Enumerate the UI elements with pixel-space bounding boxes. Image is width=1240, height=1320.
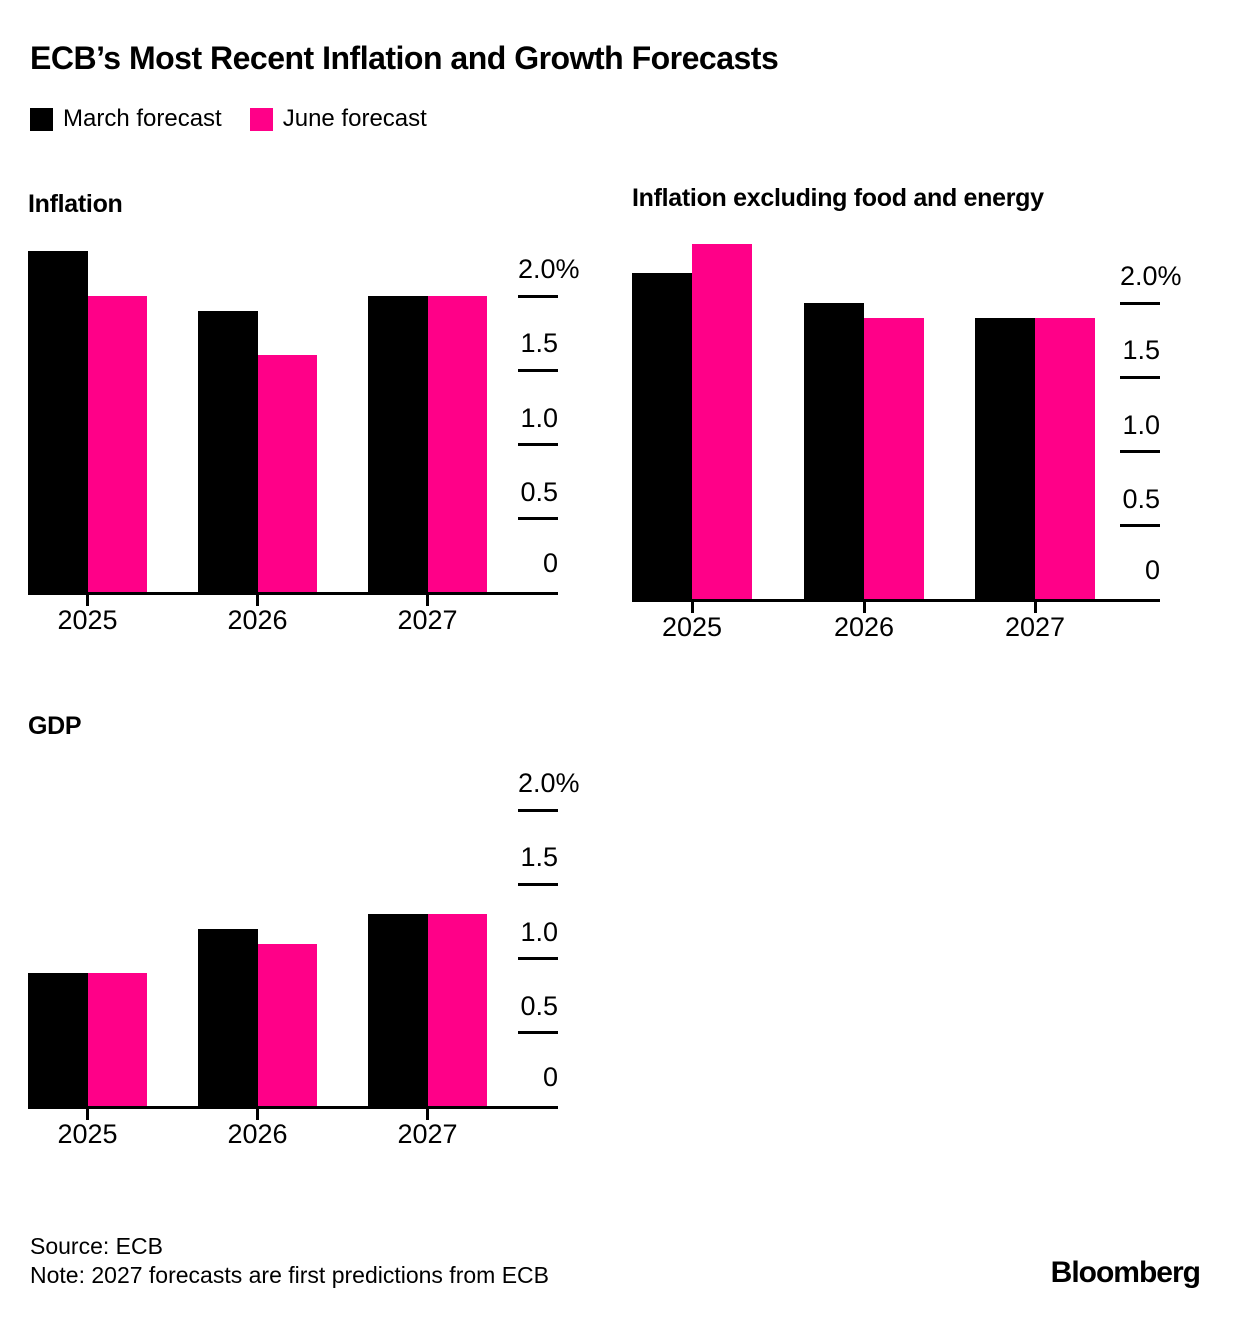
bar-gdp-2026-march — [198, 928, 258, 1107]
y-axis-label-0.5-inflation: 0.5 — [520, 476, 558, 507]
x-axis-core-inflation — [632, 598, 1160, 602]
note-text: Note: 2027 forecasts are first predictio… — [30, 1262, 549, 1288]
x-axis-label-2026-gdp: 2026 — [227, 1119, 288, 1149]
x-axis-tick-2027-core-inflation — [1033, 601, 1037, 613]
y-axis-label-1-core-inflation: 1.0 — [1122, 409, 1160, 440]
source-text: Source: ECB — [30, 1233, 163, 1259]
y-axis-label-0.5-gdp: 0.5 — [520, 990, 558, 1021]
x-axis-gdp — [28, 1105, 558, 1109]
bar-inflation-2027-june — [427, 296, 487, 593]
y-axis-tick-1.5-gdp — [518, 882, 558, 886]
footer: Source: ECB Note: 2027 forecasts are fir… — [30, 1232, 549, 1290]
y-axis-tick-1-gdp — [518, 957, 558, 960]
bar-inflation-2026-june — [257, 355, 317, 593]
bar-core-inflation-2025-march — [632, 273, 692, 600]
legend-item-june: June forecast — [249, 105, 427, 133]
y-axis-tick-0.5-inflation — [518, 517, 558, 521]
x-axis-label-2025-core-inflation: 2025 — [661, 612, 723, 642]
x-axis-tick-2026-core-inflation — [862, 601, 866, 613]
y-axis-label-0-core-inflation: 0 — [1144, 555, 1160, 585]
x-axis-label-2027-core-inflation: 2027 — [1004, 612, 1066, 642]
x-axis-label-2025-gdp: 2025 — [57, 1119, 118, 1149]
page-title: ECB’s Most Recent Inflation and Growth F… — [30, 40, 779, 76]
bar-core-inflation-2025-june — [692, 243, 752, 600]
x-axis-label-2026-inflation: 2026 — [227, 605, 288, 635]
y-axis-label-0-inflation: 0 — [542, 548, 558, 578]
x-axis-tick-2027-inflation — [426, 594, 429, 606]
y-axis-tick-2-gdp — [518, 808, 558, 812]
y-axis-tick-1-core-inflation — [1120, 450, 1160, 453]
legend-label-june: June forecast — [282, 105, 427, 132]
y-axis-label-2-gdp: 2.0% — [518, 768, 580, 798]
bar-inflation-2026-march — [198, 310, 258, 593]
y-axis-tick-1-inflation — [518, 443, 558, 446]
y-axis-tick-0.5-gdp — [518, 1031, 558, 1035]
y-axis-tick-2-inflation — [518, 294, 558, 298]
x-axis-label-2027-gdp: 2027 — [397, 1119, 458, 1149]
y-axis-label-1-inflation: 1.0 — [520, 402, 558, 433]
x-axis-tick-2025-gdp — [86, 1108, 89, 1120]
x-axis-tick-2025-core-inflation — [690, 601, 694, 613]
bar-core-inflation-2026-march — [804, 303, 864, 600]
bar-inflation-2027-march — [368, 296, 428, 593]
bar-gdp-2027-march — [368, 913, 428, 1107]
legend-item-march: March forecast — [30, 105, 222, 133]
y-axis-tick-2-core-inflation — [1120, 301, 1160, 305]
y-axis-label-1.5-gdp: 1.5 — [520, 842, 558, 873]
june-forecast-swatch-icon — [249, 107, 273, 131]
y-axis-tick-0.5-core-inflation — [1120, 524, 1160, 528]
y-axis-tick-1.5-core-inflation — [1120, 375, 1160, 379]
bar-core-inflation-2027-june — [1035, 317, 1095, 600]
bar-gdp-2027-june — [427, 913, 487, 1107]
chart-title-core-inflation: Inflation excluding food and energy — [632, 184, 1044, 212]
x-axis-tick-2027-gdp — [426, 1108, 429, 1120]
x-axis-label-2027-inflation: 2027 — [397, 605, 458, 635]
bar-inflation-2025-june — [87, 296, 147, 593]
legend: March forecast June forecast — [30, 105, 427, 133]
y-axis-label-1.5-inflation: 1.5 — [520, 328, 558, 359]
bar-core-inflation-2027-march — [975, 317, 1035, 600]
bar-gdp-2026-june — [257, 943, 317, 1107]
y-axis-label-0.5-core-inflation: 0.5 — [1122, 483, 1160, 514]
bar-gdp-2025-march — [28, 973, 88, 1107]
march-forecast-swatch-icon — [30, 107, 53, 131]
x-axis-tick-2026-gdp — [256, 1108, 259, 1120]
x-axis-tick-2026-inflation — [256, 594, 259, 606]
bar-core-inflation-2026-june — [864, 317, 924, 600]
legend-label-march: March forecast — [63, 105, 222, 132]
chart-title-inflation: Inflation — [28, 190, 123, 218]
y-axis-label-1-gdp: 1.0 — [520, 916, 558, 947]
y-axis-label-1.5-core-inflation: 1.5 — [1122, 335, 1160, 366]
x-axis-tick-2025-inflation — [86, 594, 89, 606]
y-axis-tick-1.5-inflation — [518, 368, 558, 372]
y-axis-label-0-gdp: 0 — [542, 1062, 558, 1092]
bar-inflation-2025-march — [28, 251, 88, 593]
x-axis-inflation — [28, 591, 558, 595]
x-axis-label-2026-core-inflation: 2026 — [833, 612, 895, 642]
chart-title-gdp: GDP — [28, 712, 82, 740]
x-axis-label-2025-inflation: 2025 — [57, 605, 118, 635]
bloomberg-logo: Bloomberg — [1050, 1256, 1201, 1289]
bar-gdp-2025-june — [87, 973, 147, 1107]
